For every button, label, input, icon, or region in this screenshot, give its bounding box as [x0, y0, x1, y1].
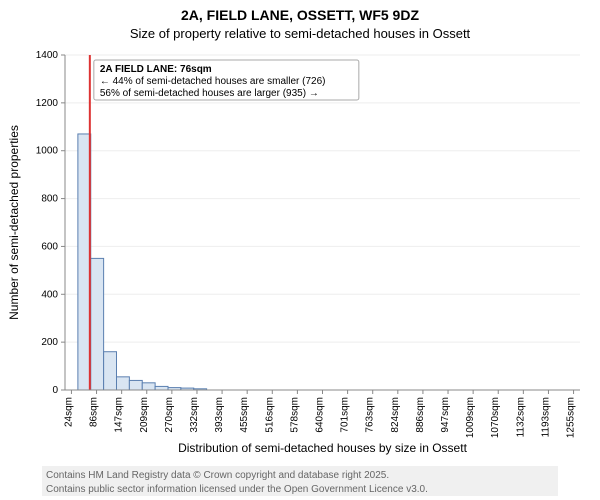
plot-area: [65, 55, 580, 390]
histogram-bar: [117, 377, 130, 390]
footer-line1: Contains HM Land Registry data © Crown c…: [46, 470, 389, 481]
histogram-bar: [142, 383, 155, 390]
x-tick-label: 24sqm: [63, 397, 74, 427]
svg-text:600: 600: [41, 241, 58, 252]
x-tick-label: 147sqm: [114, 397, 125, 433]
annotation-box: 2A FIELD LANE: 76sqm ← 44% of semi-detac…: [94, 60, 359, 100]
histogram-bar: [155, 386, 168, 390]
x-tick-label: 578sqm: [289, 397, 300, 433]
x-tick-label: 640sqm: [315, 397, 326, 433]
svg-text:200: 200: [41, 337, 58, 348]
histogram-bar: [129, 380, 142, 390]
svg-text:1400: 1400: [36, 50, 59, 61]
x-tick-label: 824sqm: [390, 397, 401, 433]
footer-line2: Contains public sector information licen…: [46, 484, 428, 495]
property-size-chart: 2A, FIELD LANE, OSSETT, WF5 9DZ Size of …: [0, 0, 600, 500]
x-tick-label: 1193sqm: [540, 397, 551, 437]
svg-text:0: 0: [52, 385, 58, 396]
x-tick-label: 516sqm: [264, 397, 275, 433]
x-tick-label: 1070sqm: [490, 397, 501, 438]
x-tick-label: 393sqm: [214, 397, 225, 433]
histogram-bar: [104, 352, 117, 390]
histogram-bar: [78, 134, 91, 390]
x-tick-label: 1255sqm: [566, 397, 577, 438]
chart-title-line1: 2A, FIELD LANE, OSSETT, WF5 9DZ: [181, 7, 419, 23]
x-axis-label: Distribution of semi-detached houses by …: [178, 441, 467, 455]
x-tick-label: 455sqm: [239, 397, 250, 433]
x-tick-label: 270sqm: [164, 397, 175, 433]
chart-title-line2: Size of property relative to semi-detach…: [130, 26, 471, 41]
x-tick-label: 701sqm: [340, 397, 351, 433]
x-tick-label: 947sqm: [440, 397, 451, 433]
y-tick-labels: 0 200 400 600 800 1000 1200 1400: [36, 50, 65, 396]
svg-text:800: 800: [41, 194, 58, 205]
histogram-bar: [91, 258, 104, 390]
svg-text:400: 400: [41, 289, 58, 300]
annotation-line1: ← 44% of semi-detached houses are smalle…: [100, 76, 326, 87]
y-axis-label: Number of semi-detached properties: [7, 125, 21, 320]
x-tick-label: 1009sqm: [465, 397, 476, 438]
x-tick-label: 332sqm: [189, 397, 200, 433]
annotation-title: 2A FIELD LANE: 76sqm: [100, 64, 212, 75]
x-tick-label: 209sqm: [139, 397, 150, 433]
x-tick-label: 886sqm: [415, 397, 426, 433]
svg-text:1000: 1000: [36, 146, 59, 157]
annotation-line2: 56% of semi-detached houses are larger (…: [100, 88, 319, 99]
x-tick-label: 86sqm: [89, 397, 100, 427]
x-tick-labels: 24sqm 86sqm 147sqm 209sqm 270sqm 332sqm 393sqm…: [63, 390, 576, 438]
x-tick-label: 763sqm: [365, 397, 376, 433]
x-tick-label: 1132sqm: [515, 397, 526, 437]
svg-text:1200: 1200: [36, 98, 59, 109]
